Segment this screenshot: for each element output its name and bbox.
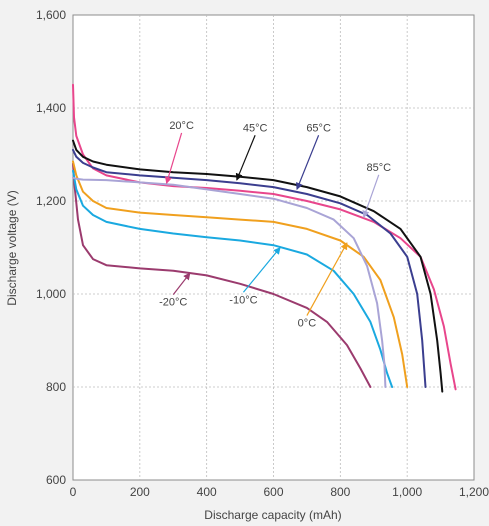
series-label: -20°C <box>159 297 187 309</box>
x-tick-label: 1,200 <box>459 485 489 499</box>
series-label: 45°C <box>243 122 268 134</box>
annotation-arrow <box>306 242 348 316</box>
y-tick-label: 1,600 <box>36 8 66 22</box>
annotation-layer: 20°C 45°C 65°C 85°C 0°C -10°C -20°C <box>159 120 391 330</box>
annotation-arrow <box>172 272 191 295</box>
tick-layer: 0 200 400 600 800 1,000 1,200 600 800 1,000 1,200 1… <box>36 8 489 499</box>
x-tick-label: 0 <box>70 485 77 499</box>
y-tick-label: 1,200 <box>36 194 66 208</box>
series-label: -10°C <box>229 294 257 306</box>
y-tick-label: 1,000 <box>36 287 66 301</box>
series-layer <box>72 83 457 393</box>
series-line-4 <box>72 139 444 393</box>
annotation-arrow <box>362 174 380 218</box>
series-line-1 <box>72 169 394 388</box>
x-tick-label: 1,000 <box>392 485 422 499</box>
x-tick-label: 200 <box>130 485 150 499</box>
annotation-arrow <box>235 135 256 181</box>
series-line-6 <box>72 176 387 388</box>
y-tick-label: 800 <box>46 380 66 394</box>
y-axis-title: Discharge voltage (V) <box>5 190 19 305</box>
series-label: 85°C <box>366 162 391 174</box>
series-label: 0°C <box>298 318 317 330</box>
series-line-2 <box>72 160 409 388</box>
y-tick-label: 1,400 <box>36 101 66 115</box>
x-axis-title: Discharge capacity (mAh) <box>204 508 341 522</box>
x-tick-label: 400 <box>197 485 217 499</box>
y-tick-label: 600 <box>46 473 66 487</box>
series-label: 20°C <box>169 120 194 132</box>
annotation-arrow <box>295 135 320 191</box>
x-tick-label: 800 <box>330 485 350 499</box>
series-label: 65°C <box>306 122 331 134</box>
series-line-5 <box>72 148 427 388</box>
annotation-arrow <box>242 246 281 293</box>
x-tick-label: 600 <box>263 485 283 499</box>
annotation-arrow <box>164 132 183 185</box>
